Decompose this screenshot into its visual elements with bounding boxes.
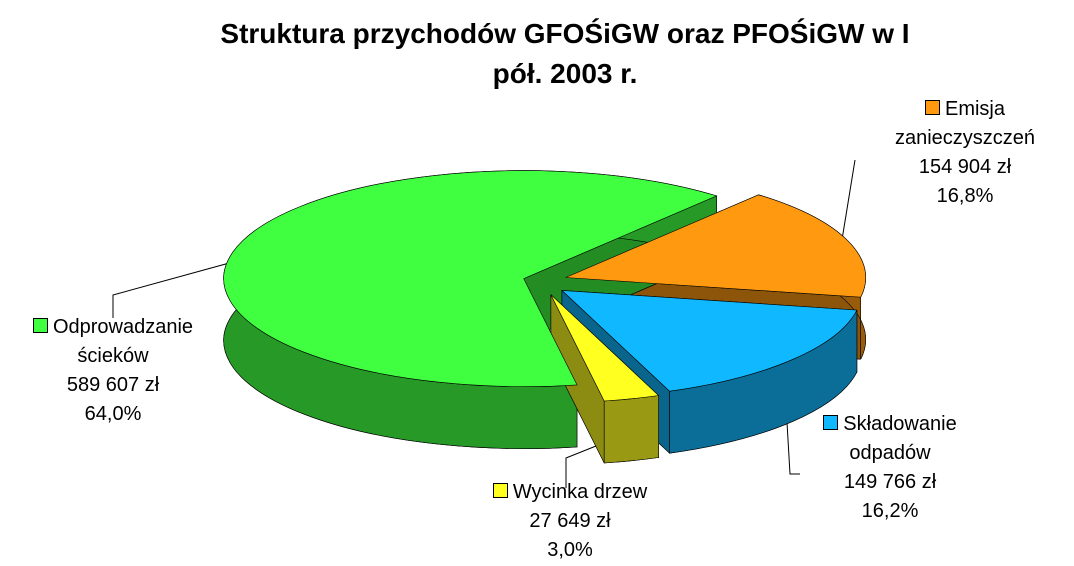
pie-slice <box>565 194 866 298</box>
leader-line <box>112 253 263 318</box>
value-label: 149 766 zł <box>843 471 937 493</box>
label-name: Emisja zanieczyszczeń <box>860 95 1070 153</box>
category-label: Wycinka drzew <box>512 481 648 503</box>
pie-slice <box>550 294 660 402</box>
percentage-label: 3,0% <box>547 539 593 561</box>
value-label: 154 904 zł <box>918 156 1012 178</box>
value-label: 27 649 zł <box>529 510 611 532</box>
data-label: Odprowadzanie ścieków 589 607 zł 64,0% <box>8 313 218 429</box>
pie-tops <box>223 170 866 402</box>
category-label: Składowanie odpadów <box>843 413 957 464</box>
percentage-label: 16,2% <box>861 500 919 522</box>
chart-title: Struktura przychodów GFOŚiGW oraz PFOŚiG… <box>220 18 910 89</box>
label-name: Wycinka drzew <box>455 478 685 507</box>
slice-side <box>603 395 659 464</box>
percentage-label: 64,0% <box>84 403 142 425</box>
legend-key <box>924 100 940 115</box>
label-name: Składowanie odpadów <box>795 410 985 468</box>
data-label: Składowanie odpadów 149 766 zł 16,2% <box>795 410 985 526</box>
category-label: Odprowadzanie ścieków <box>52 316 194 367</box>
value-label: 589 607 zł <box>66 374 160 396</box>
pie-slice <box>561 290 858 392</box>
legend-key <box>823 415 839 430</box>
leader-line <box>565 441 607 488</box>
legend-key <box>492 483 508 498</box>
label-name: Odprowadzanie ścieków <box>8 313 218 371</box>
pie-slice <box>223 170 718 387</box>
leader-line <box>785 404 800 475</box>
category-label: Emisja zanieczyszczeń <box>894 98 1036 149</box>
data-label: Emisja zanieczyszczeń 154 904 zł 16,8% <box>860 95 1070 211</box>
percentage-label: 16,8% <box>936 185 994 207</box>
legend-key <box>32 318 48 333</box>
data-label: Wycinka drzew 27 649 zł 3,0% <box>455 478 685 565</box>
